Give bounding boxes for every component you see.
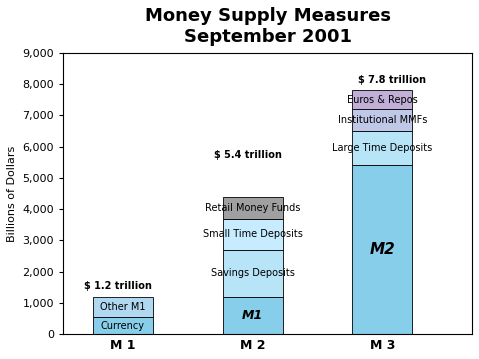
Title: Money Supply Measures
September 2001: Money Supply Measures September 2001 (145, 7, 390, 46)
Bar (223, 197, 283, 219)
Text: Currency: Currency (101, 321, 145, 331)
Bar (353, 90, 412, 109)
Y-axis label: Billions of Dollars: Billions of Dollars (7, 145, 17, 242)
Text: M1: M1 (242, 309, 263, 322)
Bar (223, 250, 283, 297)
Text: M2: M2 (369, 242, 395, 257)
Text: Euros & Repos: Euros & Repos (347, 95, 418, 105)
Text: Large Time Deposits: Large Time Deposits (332, 143, 433, 153)
Text: Savings Deposits: Savings Deposits (211, 268, 295, 278)
Bar (353, 109, 412, 131)
Bar (93, 297, 153, 317)
Bar (353, 165, 412, 334)
Bar (353, 131, 412, 165)
Text: $ 7.8 trillion: $ 7.8 trillion (358, 75, 426, 85)
Text: Retail Money Funds: Retail Money Funds (205, 202, 300, 213)
Text: Institutional MMFs: Institutional MMFs (338, 115, 427, 125)
Text: $ 5.4 trillion: $ 5.4 trillion (214, 150, 282, 160)
Bar (223, 219, 283, 250)
Text: Other M1: Other M1 (100, 302, 146, 312)
Text: $ 1.2 trillion: $ 1.2 trillion (84, 281, 152, 291)
Text: Small Time Deposits: Small Time Deposits (203, 229, 303, 239)
Bar (93, 317, 153, 334)
Bar (223, 297, 283, 334)
